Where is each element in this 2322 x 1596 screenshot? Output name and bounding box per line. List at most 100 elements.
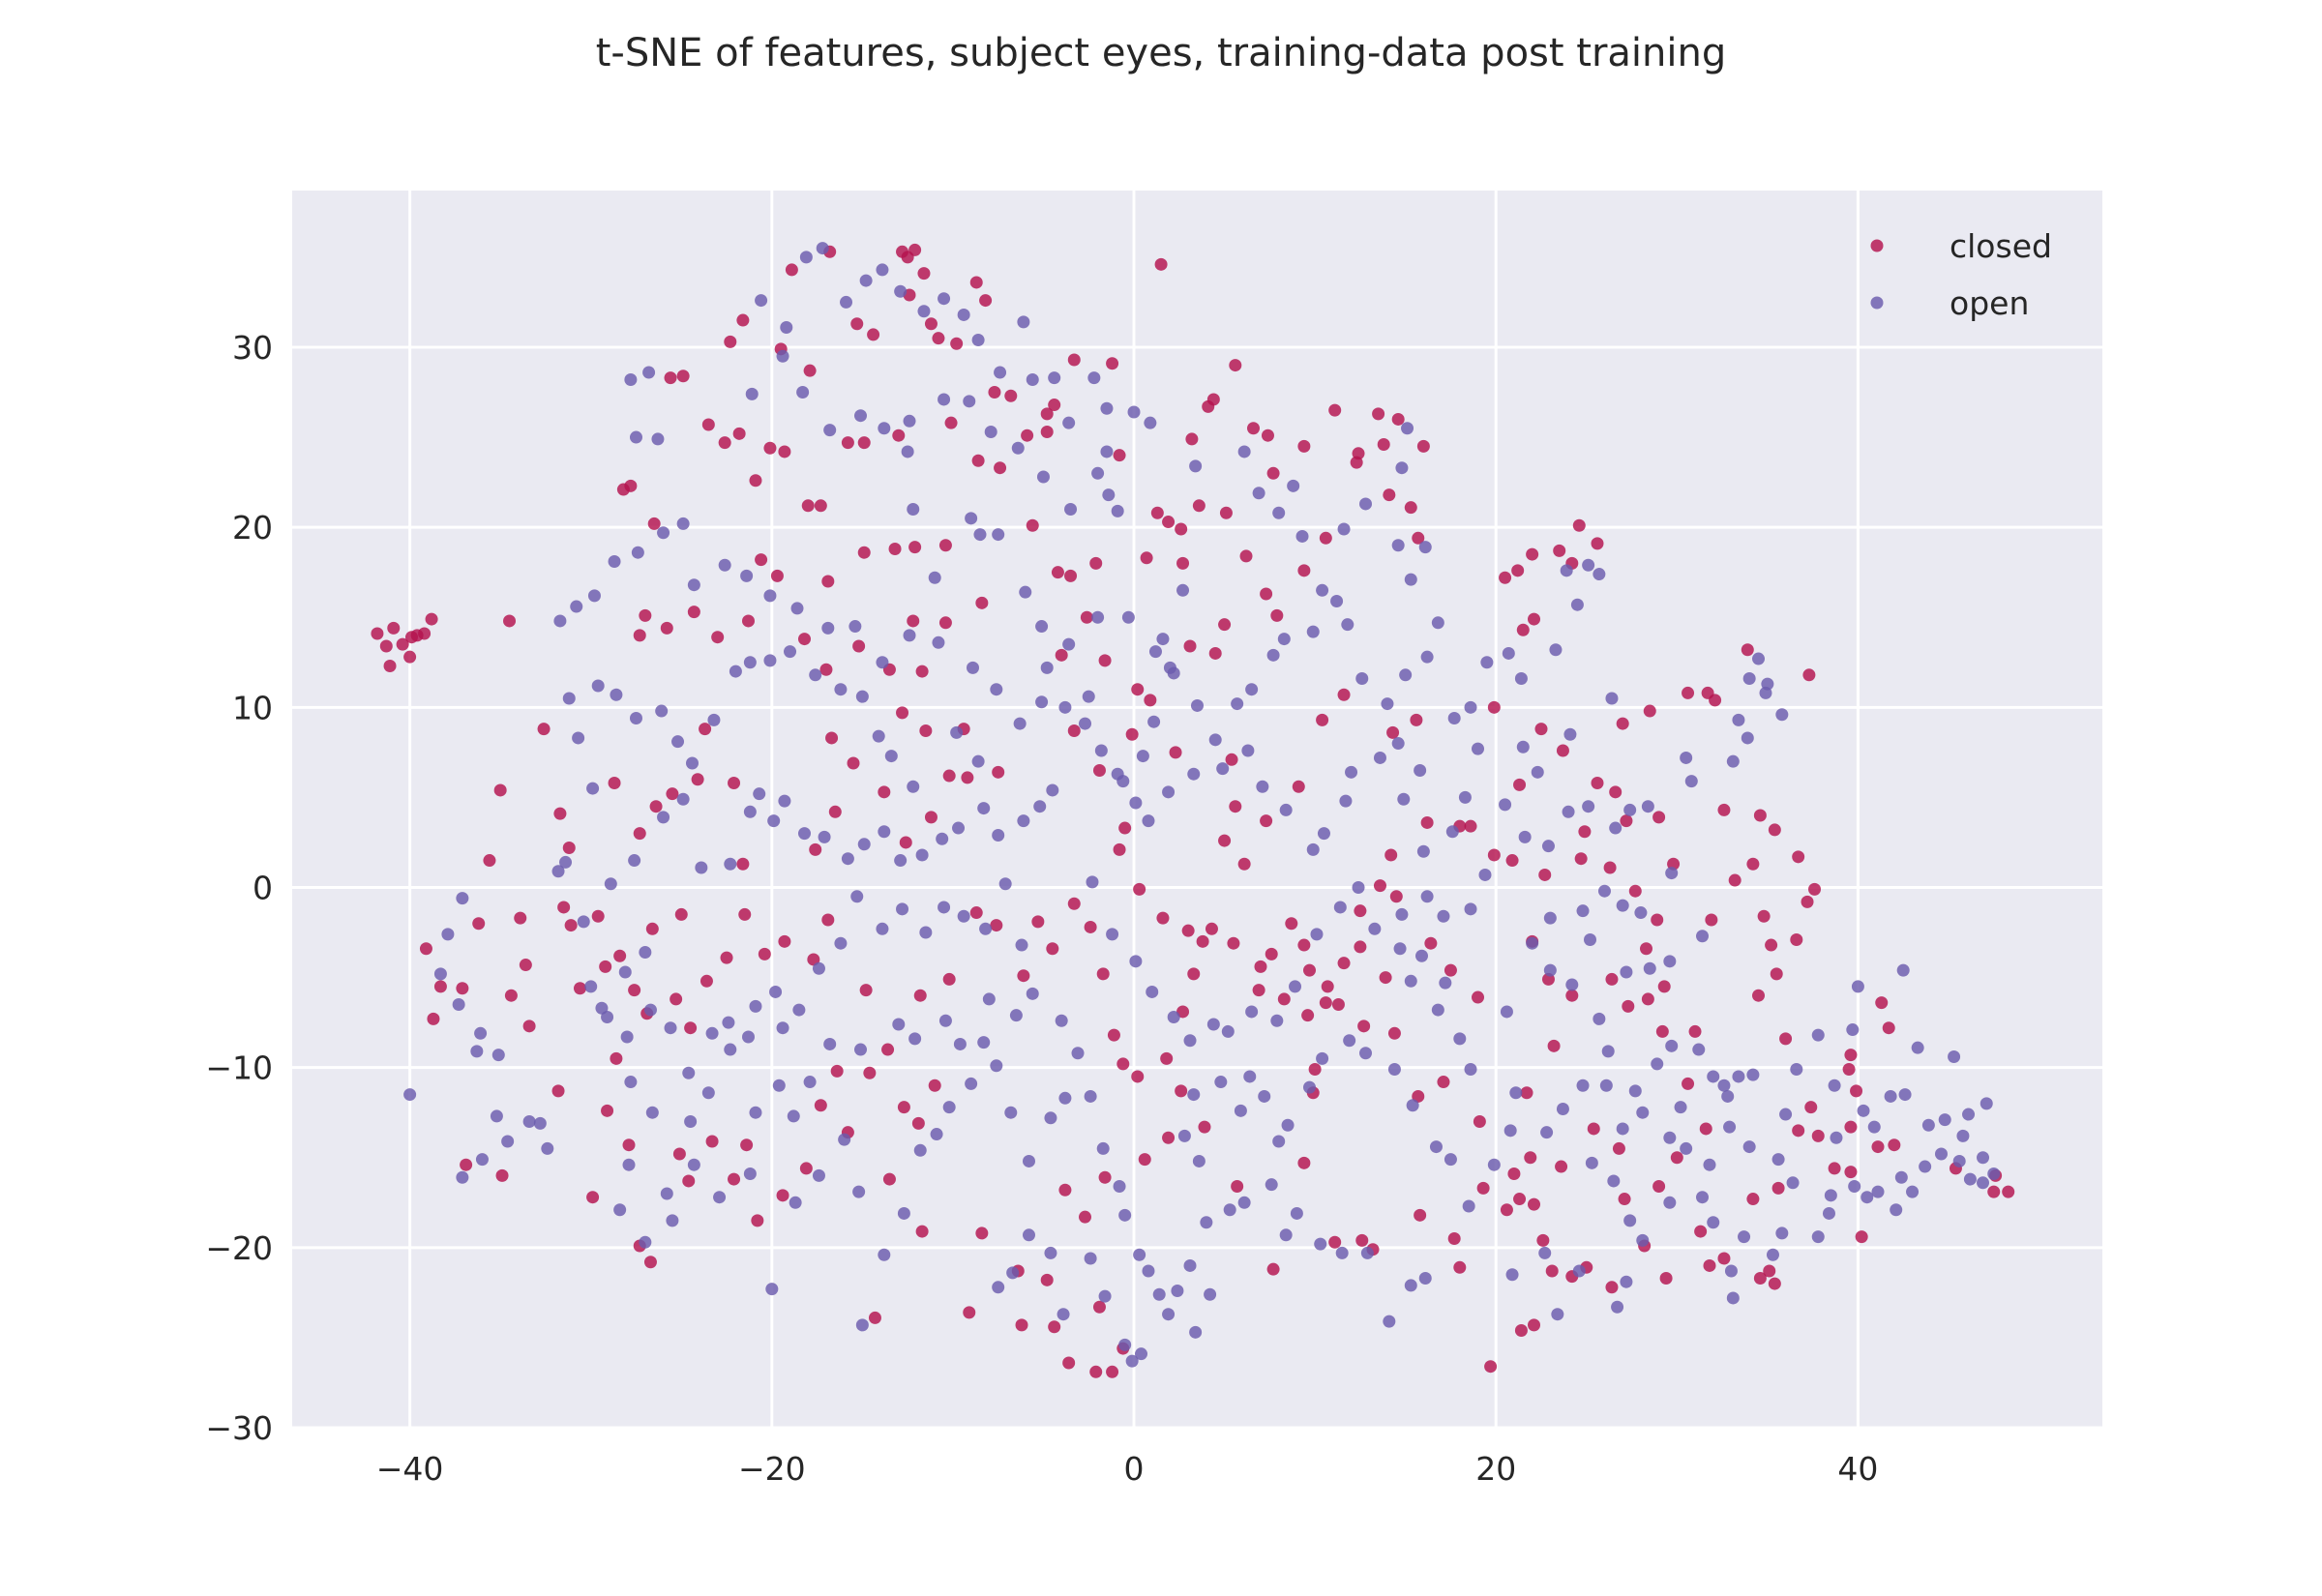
point-open — [901, 445, 914, 458]
point-closed — [1779, 1032, 1793, 1046]
point-closed — [1154, 257, 1168, 271]
point-closed — [1196, 934, 1209, 948]
point-open — [1651, 1057, 1664, 1071]
point-open — [917, 305, 931, 318]
point-closed — [847, 756, 860, 770]
point-open — [1265, 1178, 1278, 1192]
point-closed — [1176, 1005, 1190, 1019]
point-open — [1738, 1230, 1751, 1244]
point-closed — [1144, 694, 1157, 707]
point-closed — [628, 984, 641, 997]
point-open — [1487, 1158, 1501, 1171]
point-closed — [1556, 744, 1569, 757]
point-closed — [1516, 623, 1530, 636]
point-open — [907, 503, 920, 517]
point-open — [1779, 1108, 1793, 1121]
point-open — [1526, 936, 1539, 950]
point-open — [1118, 1208, 1132, 1222]
point-open — [660, 1187, 673, 1200]
point-closed — [1092, 763, 1106, 777]
point-open — [1439, 976, 1452, 990]
point-open — [1096, 1141, 1110, 1155]
point-closed — [1357, 1020, 1371, 1033]
point-closed — [1705, 913, 1718, 927]
point-open — [971, 334, 985, 347]
point-open — [1395, 907, 1409, 921]
point-closed — [913, 989, 927, 1002]
point-open — [1551, 1308, 1564, 1321]
point-open — [1538, 1246, 1552, 1259]
point-closed — [425, 612, 438, 626]
point-closed — [1377, 438, 1390, 452]
point-closed — [1067, 724, 1081, 738]
point-closed — [1752, 989, 1766, 1002]
point-closed — [1098, 654, 1112, 667]
point-open — [1058, 700, 1072, 714]
point-open — [876, 656, 889, 669]
point-closed — [1292, 780, 1305, 793]
point-closed — [1513, 778, 1527, 791]
point-closed — [1412, 531, 1425, 545]
chart-title: t-SNE of features, subject eyes, trainin… — [596, 31, 1727, 75]
point-closed — [591, 909, 605, 923]
point-closed — [1354, 904, 1367, 918]
point-closed — [738, 907, 752, 921]
point-open — [853, 1043, 867, 1056]
point-open — [1766, 1248, 1779, 1261]
point-open — [1187, 1088, 1201, 1102]
point-closed — [1507, 1167, 1521, 1180]
point-closed — [1717, 803, 1731, 816]
legend-label-closed: closed — [1950, 227, 2052, 265]
point-closed — [2002, 1185, 2015, 1198]
point-open — [1560, 564, 1573, 577]
point-open — [743, 1167, 757, 1180]
point-closed — [456, 982, 469, 995]
point-open — [979, 922, 993, 935]
point-closed — [944, 416, 958, 429]
point-open — [1058, 1091, 1072, 1105]
point-open — [541, 1141, 554, 1155]
point-open — [1790, 1063, 1803, 1077]
point-open — [1391, 539, 1405, 552]
point-open — [1811, 1028, 1825, 1042]
point-open — [1148, 645, 1162, 659]
point-open — [522, 1115, 536, 1129]
point-closed — [1746, 857, 1760, 871]
point-closed — [647, 517, 661, 530]
point-closed — [1247, 422, 1261, 435]
point-open — [894, 854, 908, 868]
point-closed — [705, 1135, 719, 1148]
x-tick-label: 0 — [1124, 1450, 1145, 1488]
point-open — [1921, 1118, 1935, 1132]
point-open — [1543, 963, 1557, 977]
point-closed — [676, 369, 690, 383]
point-closed — [1067, 353, 1081, 367]
point-closed — [383, 659, 397, 672]
point-open — [1306, 842, 1320, 856]
point-closed — [1437, 1076, 1450, 1089]
point-closed — [1882, 1021, 1895, 1035]
point-closed — [1487, 848, 1501, 862]
point-open — [1111, 504, 1124, 517]
point-open — [990, 683, 1003, 696]
point-open — [1724, 1264, 1738, 1278]
point-closed — [1801, 895, 1814, 908]
point-closed — [979, 294, 993, 308]
point-closed — [1499, 571, 1512, 584]
point-open — [1987, 1167, 2001, 1180]
point-open — [604, 877, 617, 891]
point-open — [1142, 814, 1155, 828]
point-open — [848, 620, 862, 634]
point-open — [938, 901, 951, 914]
point-open — [1383, 1315, 1396, 1328]
point-open — [1136, 750, 1149, 763]
point-open — [938, 393, 951, 406]
point-open — [952, 821, 966, 835]
point-closed — [493, 783, 507, 797]
point-open — [907, 780, 920, 793]
point-open — [1665, 867, 1679, 880]
point-closed — [1260, 814, 1273, 828]
point-open — [1290, 1206, 1303, 1220]
point-closed — [961, 771, 974, 784]
point-open — [1418, 541, 1432, 554]
